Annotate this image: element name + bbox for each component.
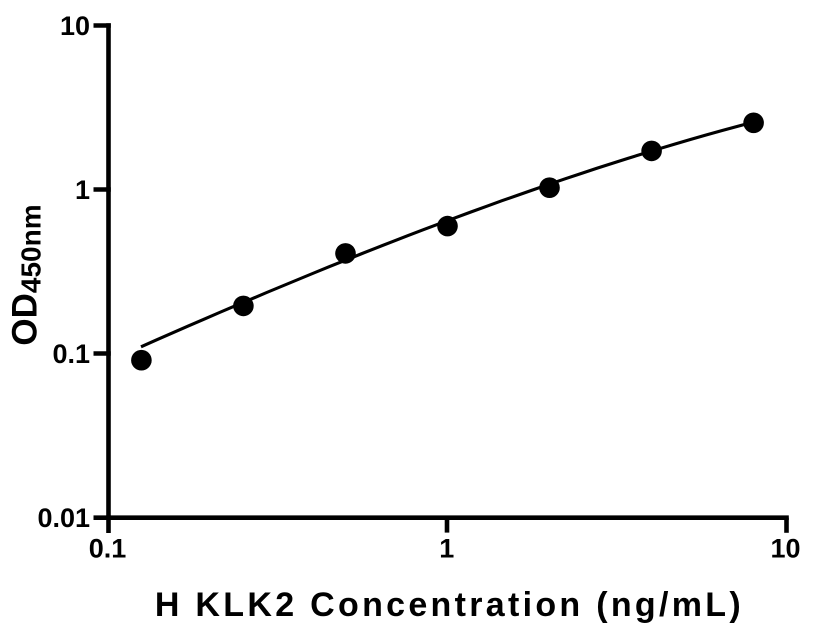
svg-text:1: 1 — [75, 175, 90, 205]
svg-text:H KLK2 Concentration (ng/mL): H KLK2 Concentration (ng/mL) — [155, 586, 744, 624]
svg-text:1: 1 — [439, 534, 454, 564]
svg-text:10: 10 — [60, 11, 90, 41]
svg-text:0.1: 0.1 — [52, 339, 90, 369]
svg-text:10: 10 — [770, 534, 800, 564]
svg-text:0.01: 0.01 — [37, 503, 90, 533]
svg-text:0.1: 0.1 — [89, 534, 127, 564]
